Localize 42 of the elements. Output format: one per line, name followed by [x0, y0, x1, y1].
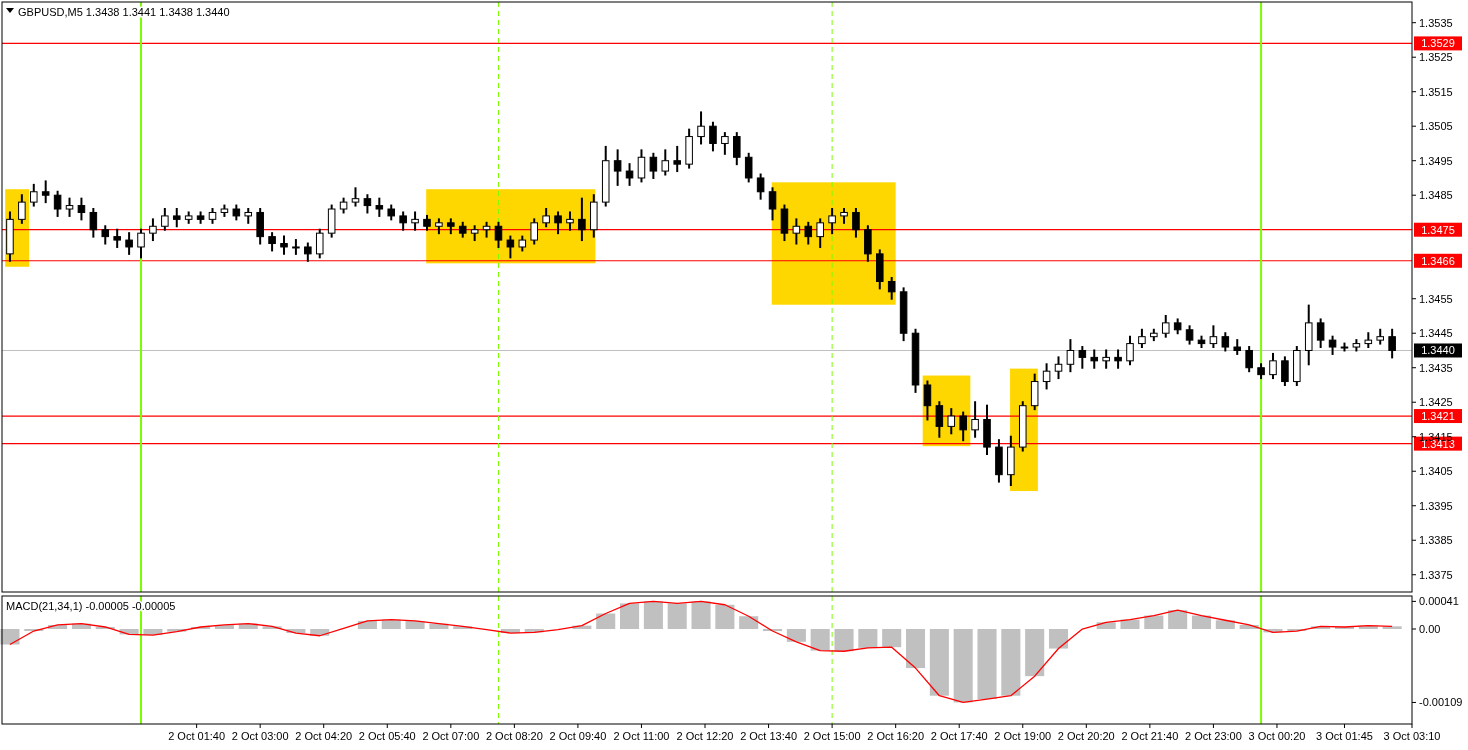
ref-line-label: 1.3440 — [1421, 344, 1455, 357]
ref-line-label: 1.3466 — [1421, 254, 1455, 267]
x-tick-label: 2 Oct 21:40 — [1121, 730, 1179, 742]
y-tick-label: 1.3405 — [1419, 465, 1453, 478]
ref-line-label: 1.3529 — [1421, 37, 1455, 50]
x-tick-label: 2 Oct 20:20 — [1057, 730, 1115, 742]
y-tick-label: 1.3455 — [1419, 292, 1453, 305]
y-tick-label: 0.00041 — [1419, 595, 1459, 608]
x-tick-label: 2 Oct 04:20 — [295, 730, 353, 742]
x-tick-label: 2 Oct 07:00 — [422, 730, 480, 742]
y-tick-label: 1.3375 — [1419, 568, 1453, 581]
y-tick-label: 1.3505 — [1419, 120, 1453, 133]
y-tick-label: 1.3385 — [1419, 534, 1453, 547]
x-tick-label: 3 Oct 00:20 — [1248, 730, 1306, 742]
y-tick-label: 1.3485 — [1419, 189, 1453, 202]
ref-line-label: 1.3475 — [1421, 223, 1455, 236]
x-tick-label: 2 Oct 12:20 — [676, 730, 734, 742]
x-tick-label: 2 Oct 19:00 — [994, 730, 1052, 742]
y-tick-label: 1.3425 — [1419, 396, 1453, 409]
x-tick-label: 2 Oct 11:00 — [613, 730, 670, 742]
x-tick-label: 2 Oct 16:20 — [867, 730, 925, 742]
y-tick-label: 1.3495 — [1419, 154, 1453, 167]
y-tick-label: 1.3445 — [1419, 327, 1453, 340]
y-tick-label: 0.00 — [1419, 623, 1441, 636]
y-tick-label: 1.3435 — [1419, 361, 1453, 374]
x-tick-label: 2 Oct 09:40 — [549, 730, 607, 742]
ref-line-label: 1.3421 — [1421, 410, 1455, 423]
x-tick-label: 2 Oct 01:40 — [168, 730, 226, 742]
x-tick-label: 2 Oct 13:40 — [740, 730, 797, 742]
y-tick-label: 1.3395 — [1419, 499, 1453, 512]
x-tick-label: 2 Oct 23:00 — [1184, 730, 1242, 742]
y-tick-label: 1.3535 — [1419, 16, 1453, 29]
x-tick-label: 3 Oct 01:45 — [1316, 730, 1373, 742]
x-tick-label: 2 Oct 05:40 — [358, 730, 416, 742]
y-tick-label: -0.00109 — [1419, 696, 1463, 709]
x-tick-label: 2 Oct 15:00 — [803, 730, 861, 742]
x-tick-label: 2 Oct 03:00 — [231, 730, 289, 742]
x-tick-label: 3 Oct 03:10 — [1383, 730, 1441, 742]
x-tick-label: 2 Oct 17:40 — [930, 730, 988, 742]
x-tick-label: 2 Oct 08:20 — [485, 730, 543, 742]
y-tick-label: 1.3515 — [1419, 85, 1453, 98]
y-tick-label: 1.3525 — [1419, 51, 1453, 64]
